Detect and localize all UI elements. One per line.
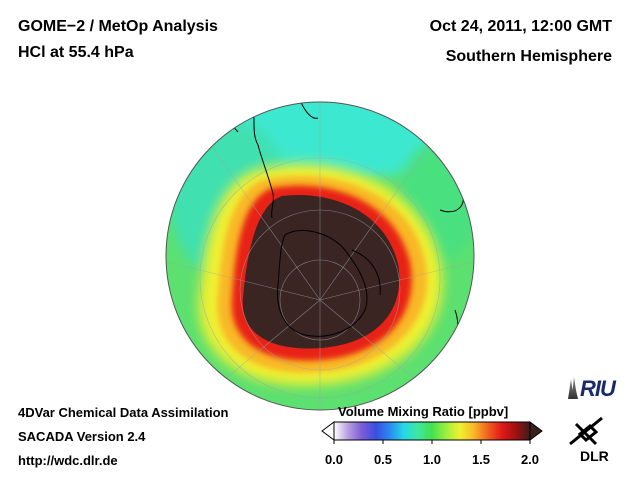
colorbar-tick-label: 0.0: [325, 452, 343, 467]
footer-line2: SACADA Version 2.4: [18, 429, 146, 444]
colorbar-tick-label: 1.5: [472, 452, 490, 467]
title-line2: HCl at 55.4 hPa: [18, 44, 134, 61]
colorbar-low-arrow: [321, 421, 335, 441]
colorbar-high-arrow: [529, 421, 543, 441]
region-label: Southern Hemisphere: [445, 48, 612, 65]
riu-logo: RIU: [568, 376, 616, 402]
colorbar-title: Volume Mixing Ratio [ppbv]: [338, 404, 509, 419]
dlr-logo-icon: [569, 416, 603, 446]
date-label: Oct 24, 2011, 12:00 GMT: [429, 18, 612, 35]
colorbar-bar: [333, 421, 531, 441]
colorbar-tick-label: 1.0: [423, 452, 441, 467]
colorbar-tick-label: 2.0: [521, 452, 539, 467]
dlr-logo-text: DLR: [580, 448, 609, 464]
riu-mark-icon: [568, 377, 578, 399]
globe-outline: [165, 101, 475, 411]
colorbar-ticks: 0.0 0.5 1.0 1.5 2.0: [325, 440, 539, 467]
depleted-core: [242, 194, 400, 349]
riu-logo-text: RIU: [580, 376, 616, 401]
title-line1: GOME−2 / MetOp Analysis: [18, 18, 218, 35]
footer-line1: 4DVar Chemical Data Assimilation: [18, 405, 229, 420]
colorbar-tick-label: 0.5: [374, 452, 392, 467]
footer-url[interactable]: http://wdc.dlr.de: [18, 453, 118, 468]
